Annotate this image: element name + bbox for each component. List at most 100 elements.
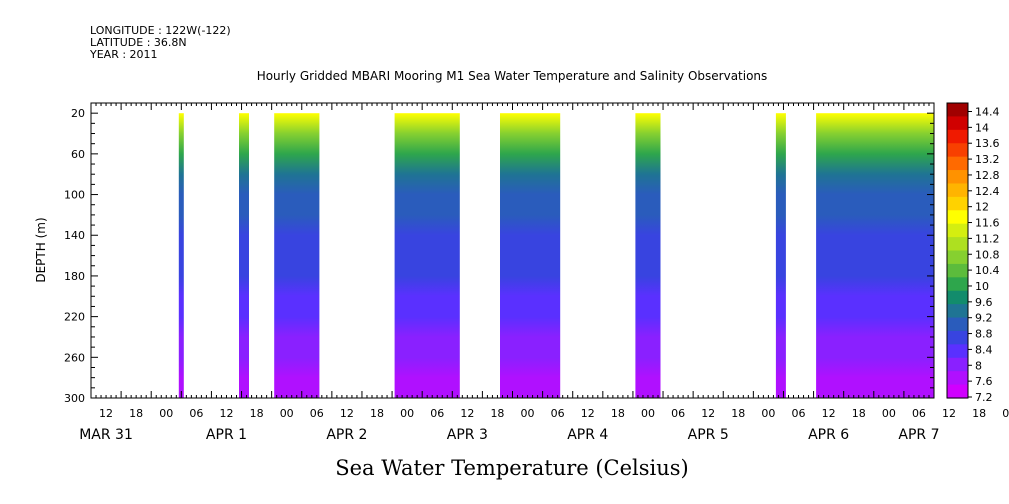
colorbar-frame [946,102,969,399]
colorbar-label: 10.8 [975,248,1000,261]
x-date-label: APR 1 [206,427,247,443]
colorbar-swatch [947,344,968,359]
x-hour-label: 12 [99,407,113,420]
x-hour-label: 00 [400,407,414,420]
x-date-label: APR 6 [808,427,849,443]
x-hour-label: 06 [189,407,203,420]
colorbar-label: 7.6 [975,375,993,388]
y-tick-label: 60 [71,148,85,161]
data-segment [394,113,460,398]
y-tick-label: 140 [64,229,85,242]
x-hour-label: 12 [219,407,233,420]
colorbar-label: 14 [975,121,989,134]
year-label: YEAR : 2011 [90,48,158,61]
x-hour-label: 12 [822,407,836,420]
longitude-label: LONGITUDE : 122W(-122) [90,24,231,37]
colorbar-swatch [947,156,968,171]
colorbar-swatch [947,371,968,386]
x-date-label: APR 2 [326,427,367,443]
x-hour-label: 18 [490,407,504,420]
colorbar-swatch [947,250,968,265]
colorbar-label: 8 [975,359,982,372]
colorbar-legend: 14.4 14 13.6 13.2 12.8 12.4 12 11.6 11.2 10.8 10.4… [946,102,1000,404]
x-hour-label: 00 [882,407,896,420]
x-hour-label: 06 [310,407,324,420]
colorbar-label: 10.4 [975,264,1000,277]
y-tick-label: 220 [64,311,85,324]
x-hour-label: 06 [430,407,444,420]
colorbar-label: 13.6 [975,137,1000,150]
bottom-title: Sea Water Temperature (Celsius) [335,456,689,480]
colorbar-swatch [947,357,968,372]
colorbar-label: 12.4 [975,185,1000,198]
x-hour-label: 18 [972,407,986,420]
y-tick-label: 300 [64,392,85,405]
data-segment [239,113,249,398]
colorbar-label: 13.2 [975,153,1000,166]
colorbar-swatch [947,116,968,131]
colorbar-swatch [947,210,968,225]
y-tick-label: 20 [71,107,85,120]
x-hour-label: 06 [551,407,565,420]
colorbar-label: 10 [975,280,989,293]
x-date-label: APR 4 [567,427,608,443]
x-hour-label: 06 [912,407,926,420]
colorbar-swatch [947,143,968,158]
data-segment [178,113,184,398]
colorbar-swatch [947,223,968,238]
x-date-label: MAR 31 [79,427,133,443]
colorbar-label: 7.2 [975,391,993,404]
colorbar-label: 11.6 [975,217,1000,230]
chart-title: Hourly Gridded MBARI Mooring M1 Sea Wate… [257,69,768,83]
colorbar-swatch [947,237,968,252]
colorbar-swatch [947,129,968,144]
x-hour-label: 00 [159,407,173,420]
x-hour-label: 18 [611,407,625,420]
plot-area [90,102,935,399]
colorbar-swatch [947,170,968,185]
x-hour-label: 18 [370,407,384,420]
colorbar-label: 14.4 [975,106,1000,119]
data-segment [775,113,786,398]
x-hour-label: 06 [671,407,685,420]
data-segment [816,113,934,398]
x-hour-label: 00 [280,407,294,420]
x-date-label: APR 5 [688,427,729,443]
y-tick-label: 260 [64,351,85,364]
x-hour-label: 00 [641,407,655,420]
x-hour-label: 00 [521,407,535,420]
x-hour-label: 00 [1002,407,1009,420]
latitude-label: LATITUDE : 36.8N [90,36,187,49]
colorbar-swatch [947,290,968,305]
colorbar-label: 8.8 [975,328,993,341]
x-hour-label: 12 [340,407,354,420]
y-tick-label: 180 [64,270,85,283]
x-hour-label: 18 [129,407,143,420]
x-hour-label: 12 [942,407,956,420]
colorbar-label: 9.2 [975,312,993,325]
x-date-label: APR 7 [898,427,939,443]
x-hour-label: 18 [731,407,745,420]
x-hour-label: 12 [581,407,595,420]
colorbar-swatch [947,263,968,278]
colorbar-swatch [947,330,968,345]
x-hour-label: 00 [761,407,775,420]
colorbar-label: 12 [975,201,989,214]
colorbar-label: 9.6 [975,296,993,309]
x-hour-label: 18 [250,407,264,420]
data-segment [274,113,320,398]
colorbar-label: 11.2 [975,232,1000,245]
colorbar-swatch [947,277,968,292]
data-segment [635,113,661,398]
colorbar-swatch [947,384,968,399]
x-hour-label: 12 [701,407,715,420]
x-hour-label: 12 [460,407,474,420]
y-axis-label: DEPTH (m) [34,217,48,282]
x-date-label: APR 3 [447,427,488,443]
colorbar-swatch [947,103,968,118]
y-tick-label: 100 [64,189,85,202]
data-segment [500,113,561,398]
colorbar-swatch [947,196,968,211]
colorbar-label: 8.4 [975,343,993,356]
